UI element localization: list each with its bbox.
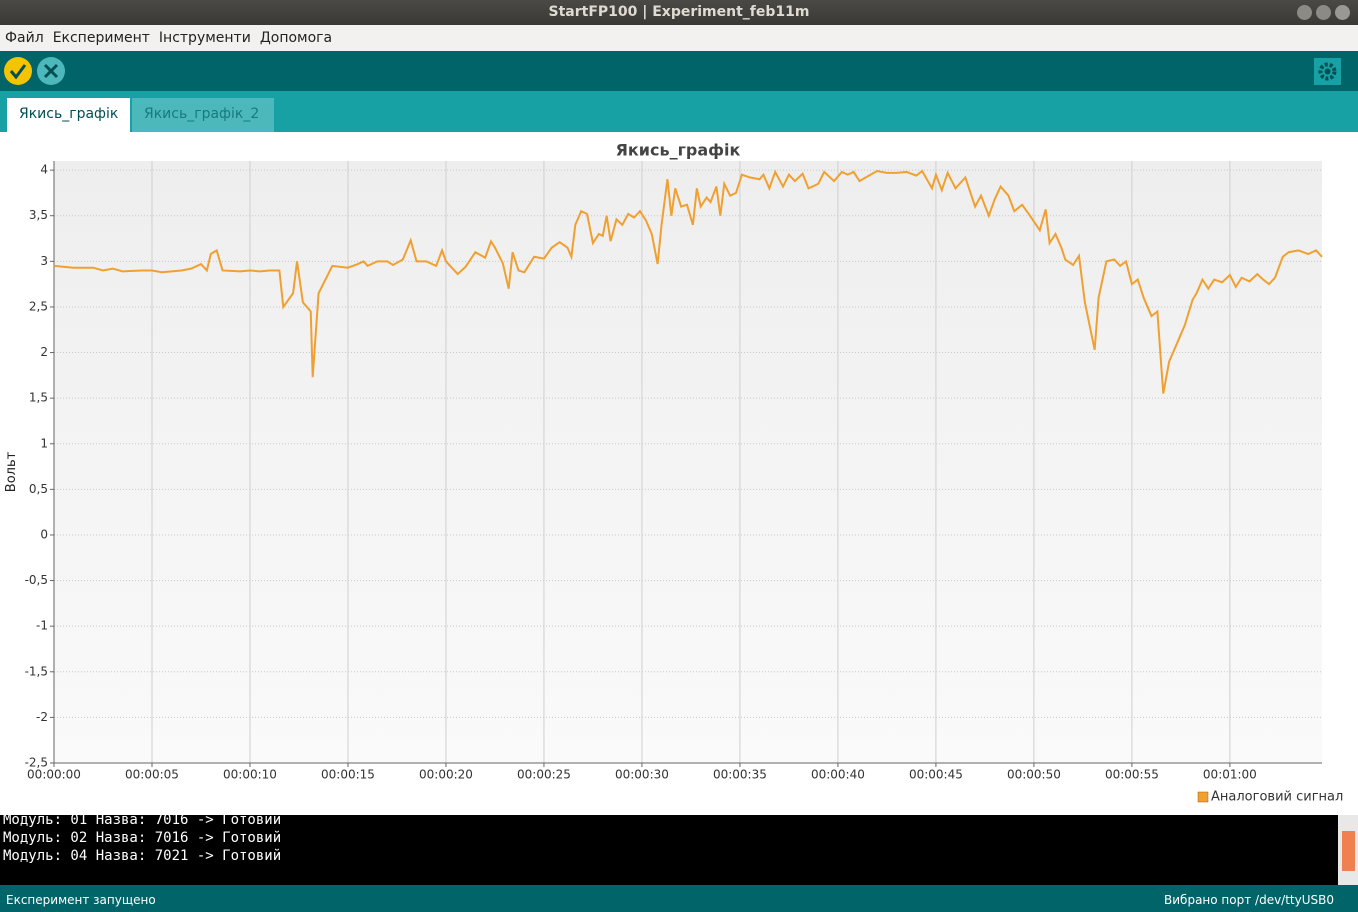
x-tick-label: 00:00:55 (1105, 768, 1159, 782)
x-tick-label: 00:01:00 (1203, 768, 1257, 782)
console-line: Модуль: 02 Назва: 7016 -> Готовий (3, 830, 282, 846)
legend-swatch (1197, 791, 1209, 803)
stop-button[interactable] (37, 57, 65, 85)
y-tick-label: -1,5 (25, 664, 48, 678)
x-tick-label: 00:00:30 (615, 768, 669, 782)
y-tick-label: 3,5 (29, 208, 48, 222)
close-button[interactable] (1335, 5, 1350, 20)
maximize-button[interactable] (1316, 5, 1331, 20)
y-tick-label: -0,5 (25, 573, 48, 587)
y-tick-label: 1 (40, 436, 48, 450)
y-tick-label: 0 (40, 527, 48, 541)
status-left: Експеримент запущено (6, 893, 156, 907)
console-line: Модуль: 04 Назва: 7021 -> Готовий (3, 848, 282, 864)
x-tick-label: 00:00:05 (125, 768, 179, 782)
tab-bar: Якись_графік Якись_графік_2 (0, 91, 1358, 132)
y-axis-label: Вольт (4, 451, 19, 492)
menu-item[interactable]: Допомога (259, 30, 333, 46)
x-tick-label: 00:00:20 (419, 768, 473, 782)
y-tick-label: 2 (40, 345, 48, 359)
data-line (53, 169, 1323, 394)
chart: Якись_графік Вольт -2,5 -2 -1,5 -1 -0,5 0 0,5 1… (4, 141, 1343, 805)
y-tick-label: -2 (36, 710, 48, 724)
scroll-thumb[interactable] (1342, 831, 1355, 871)
tab[interactable]: Якись_графік_2 (132, 98, 274, 132)
y-tick-label: -1 (36, 619, 48, 633)
toolbar-icons (4, 57, 1341, 85)
title-bar: StartFP100 | Experiment_feb11m (0, 0, 1358, 25)
x-tick-label: 00:00:40 (811, 768, 865, 782)
y-tick-label: 1,5 (29, 391, 48, 405)
minimize-button[interactable] (1297, 5, 1312, 20)
legend-label: Аналоговий сигнал (1211, 790, 1343, 805)
x-tick-label: 00:00:45 (909, 768, 963, 782)
y-tick-label: 3 (40, 254, 48, 268)
status-bar: Експеримент запущено Вибрано порт /dev/t… (0, 885, 1358, 912)
y-tick-label: 4 (40, 163, 48, 177)
x-tick-label: 00:00:35 (713, 768, 767, 782)
y-tick-label: 0,5 (29, 482, 48, 496)
y-tick-label: -2,5 (25, 756, 48, 770)
verify-button[interactable] (4, 57, 32, 85)
console: Модуль: 01 Назва: 7016 -> Готовий Модуль… (0, 815, 1338, 885)
window-title: StartFP100 | Experiment_feb11m (548, 4, 810, 20)
y-tick-label: 2,5 (29, 299, 48, 313)
settings-button[interactable] (1314, 58, 1341, 85)
x-tick-label: 00:00:00 (27, 768, 81, 782)
x-tick-label: 00:00:15 (321, 768, 375, 782)
x-tick-label: 00:00:25 (517, 768, 571, 782)
console-line: Модуль: 01 Назва: 7016 -> Готовий (3, 815, 282, 828)
status-right: Вибрано порт /dev/ttyUSB0 (1164, 893, 1334, 907)
menu-bar: Файл Експеримент Інструменти Допомога (0, 25, 1358, 51)
menu-item[interactable]: Файл (5, 30, 44, 46)
tab-active[interactable]: Якись_графік (7, 98, 131, 132)
toolbar (0, 51, 1358, 91)
x-tick-label: 00:00:10 (223, 768, 277, 782)
menu-item[interactable]: Експеримент (52, 30, 150, 46)
chart-title: Якись_графік (616, 141, 741, 160)
x-tick-label: 00:00:50 (1007, 768, 1061, 782)
menu-item[interactable]: Інструменти (158, 30, 251, 46)
scrollbar[interactable] (1338, 815, 1358, 885)
